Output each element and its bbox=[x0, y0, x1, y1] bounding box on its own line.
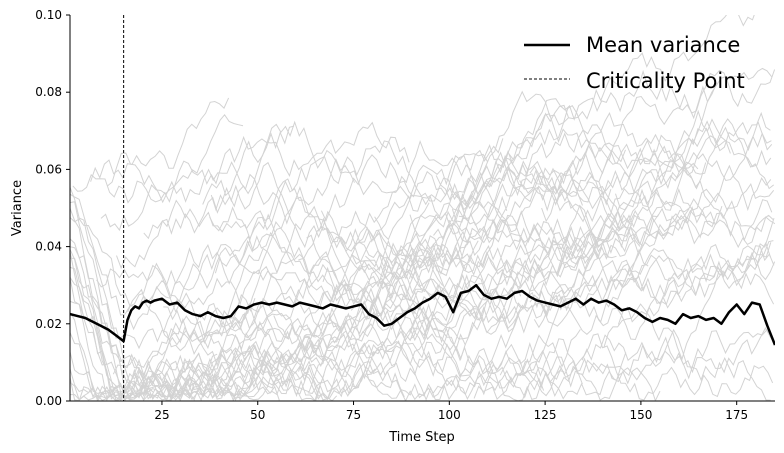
x-axis-label: Time Step bbox=[388, 430, 455, 445]
run-trace bbox=[273, 111, 771, 347]
run-trace bbox=[70, 251, 522, 401]
run-trace bbox=[229, 200, 690, 325]
run-trace bbox=[301, 318, 583, 401]
x-tick-label: 150 bbox=[629, 408, 652, 422]
run-trace bbox=[140, 333, 395, 401]
run-trace bbox=[529, 118, 775, 197]
run-trace bbox=[307, 265, 681, 394]
run-trace bbox=[615, 120, 773, 211]
x-tick-label: 25 bbox=[154, 408, 169, 422]
y-tick-label: 0.00 bbox=[35, 394, 62, 408]
run-trace bbox=[473, 352, 627, 400]
run-trace bbox=[586, 175, 775, 249]
run-trace bbox=[100, 121, 410, 232]
run-trace bbox=[407, 242, 772, 335]
run-trace bbox=[512, 338, 661, 401]
run-trace bbox=[365, 69, 775, 272]
run-trace bbox=[214, 231, 294, 285]
axes bbox=[69, 15, 775, 402]
run-trace bbox=[451, 208, 609, 263]
run-trace bbox=[352, 109, 731, 250]
legend: Mean variance Criticality Point bbox=[524, 33, 745, 93]
run-trace bbox=[70, 360, 338, 401]
run-trace bbox=[210, 125, 295, 212]
run-trace bbox=[70, 266, 494, 399]
run-trace bbox=[90, 97, 230, 182]
run-trace bbox=[70, 254, 591, 401]
run-trace bbox=[617, 253, 775, 325]
x-tick-label: 175 bbox=[725, 408, 748, 422]
run-trace bbox=[409, 204, 617, 333]
run-trace bbox=[70, 185, 439, 316]
x-tick-label: 100 bbox=[438, 408, 461, 422]
run-trace bbox=[72, 113, 244, 204]
run-trace bbox=[408, 144, 626, 279]
run-trace bbox=[209, 90, 569, 232]
ticks: 25 50 75 100 125 150 175 0.00 0.02 0.04 0.06 0.08 0.… bbox=[35, 8, 748, 422]
run-trace bbox=[448, 164, 772, 302]
run-trace bbox=[555, 198, 773, 278]
mean-layer bbox=[70, 283, 775, 346]
run-trace bbox=[143, 161, 444, 286]
run-trace bbox=[409, 185, 774, 253]
run-trace bbox=[70, 187, 310, 374]
run-trace bbox=[549, 326, 775, 400]
run-trace bbox=[603, 245, 775, 361]
y-axis-label: Variance bbox=[10, 180, 25, 236]
run-trace bbox=[581, 334, 771, 401]
run-trace bbox=[70, 307, 430, 401]
run-trace bbox=[519, 172, 723, 245]
run-trace bbox=[70, 208, 545, 401]
run-trace bbox=[163, 222, 472, 351]
background-runs bbox=[70, 15, 775, 401]
x-tick-label: 50 bbox=[250, 408, 265, 422]
run-trace bbox=[499, 329, 772, 397]
run-trace bbox=[485, 358, 565, 389]
run-trace bbox=[198, 244, 544, 353]
mean-variance-line bbox=[70, 283, 775, 346]
run-trace bbox=[112, 340, 376, 401]
run-trace bbox=[508, 15, 755, 161]
y-tick-label: 0.06 bbox=[35, 162, 62, 176]
y-tick-label: 0.08 bbox=[35, 85, 62, 99]
run-trace bbox=[116, 199, 430, 270]
y-tick-label: 0.10 bbox=[35, 8, 62, 22]
x-tick-label: 75 bbox=[346, 408, 361, 422]
run-trace bbox=[390, 248, 649, 378]
run-trace bbox=[70, 246, 370, 401]
run-trace bbox=[107, 138, 504, 252]
x-tick-label: 125 bbox=[534, 408, 557, 422]
legend-mean-label: Mean variance bbox=[586, 33, 740, 57]
run-trace bbox=[409, 316, 774, 401]
run-trace bbox=[70, 329, 581, 401]
run-trace bbox=[96, 221, 479, 332]
legend-criticality-label: Criticality Point bbox=[586, 69, 745, 93]
y-tick-label: 0.04 bbox=[35, 240, 62, 254]
y-tick-label: 0.02 bbox=[35, 317, 62, 331]
run-trace bbox=[70, 263, 420, 401]
run-trace bbox=[70, 195, 508, 368]
run-trace bbox=[244, 225, 641, 352]
run-trace bbox=[70, 368, 154, 401]
run-trace bbox=[529, 216, 715, 325]
run-trace bbox=[366, 120, 772, 377]
run-trace bbox=[128, 153, 489, 331]
